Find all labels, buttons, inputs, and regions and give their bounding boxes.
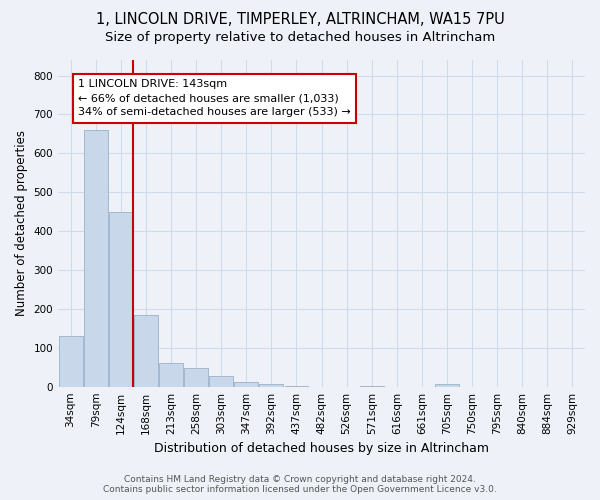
Bar <box>109 212 133 386</box>
Bar <box>259 384 283 386</box>
X-axis label: Distribution of detached houses by size in Altrincham: Distribution of detached houses by size … <box>154 442 489 455</box>
Bar <box>435 384 459 386</box>
Text: Size of property relative to detached houses in Altrincham: Size of property relative to detached ho… <box>105 31 495 44</box>
Bar <box>184 368 208 386</box>
Text: 1 LINCOLN DRIVE: 143sqm
← 66% of detached houses are smaller (1,033)
34% of semi: 1 LINCOLN DRIVE: 143sqm ← 66% of detache… <box>78 80 351 118</box>
Text: Contains HM Land Registry data © Crown copyright and database right 2024.
Contai: Contains HM Land Registry data © Crown c… <box>103 474 497 494</box>
Y-axis label: Number of detached properties: Number of detached properties <box>15 130 28 316</box>
Bar <box>235 382 258 386</box>
Bar <box>84 130 107 386</box>
Text: 1, LINCOLN DRIVE, TIMPERLEY, ALTRINCHAM, WA15 7PU: 1, LINCOLN DRIVE, TIMPERLEY, ALTRINCHAM,… <box>95 12 505 28</box>
Bar <box>209 376 233 386</box>
Bar <box>159 364 183 386</box>
Bar <box>59 336 83 386</box>
Bar <box>134 314 158 386</box>
